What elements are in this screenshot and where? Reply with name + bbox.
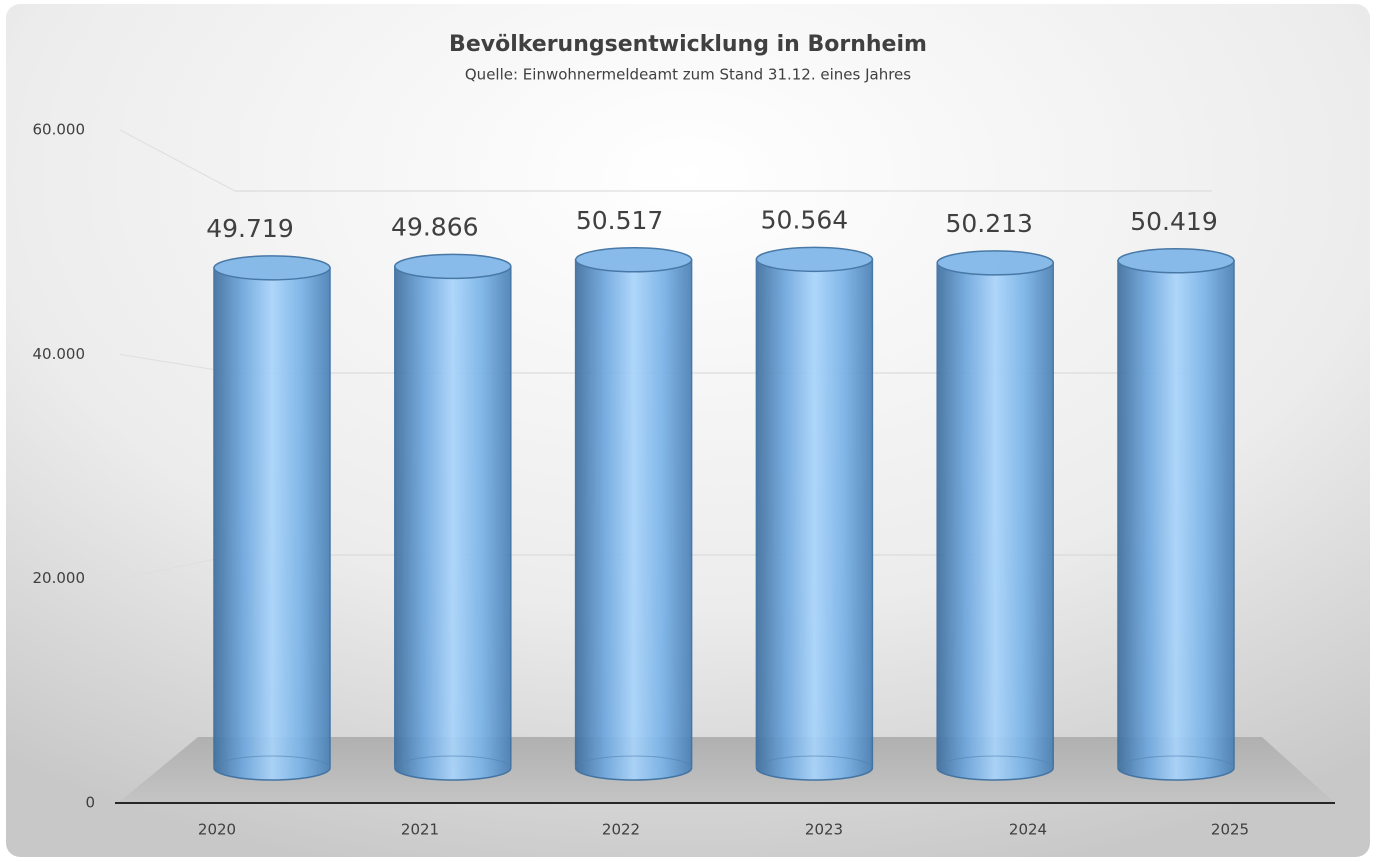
bar-body	[394, 265, 512, 781]
bar-base-back	[575, 755, 693, 769]
data-label: 50.419	[1130, 207, 1217, 236]
chart-title: Bevölkerungsentwicklung in Bornheim	[449, 32, 927, 57]
bar	[574, 247, 693, 781]
bar-base-back	[936, 755, 1054, 769]
bar-top	[213, 255, 331, 281]
grid-line-side	[119, 129, 236, 192]
bar	[755, 246, 874, 781]
data-label: 49.719	[206, 214, 293, 243]
bar-body	[213, 267, 331, 781]
bar-top	[394, 253, 512, 280]
x-tick-label: 2022	[602, 821, 640, 839]
bar-top	[1117, 248, 1235, 274]
bar-base-back	[755, 755, 873, 769]
bar-body	[755, 258, 874, 781]
y-tick-label: 40.000	[33, 345, 86, 363]
bar	[936, 250, 1054, 781]
x-tick-label: 2020	[198, 821, 236, 839]
y-tick-label: 20.000	[33, 569, 86, 587]
chart-subtitle: Quelle: Einwohnermeldeamt zum Stand 31.1…	[465, 66, 911, 84]
bar	[394, 253, 512, 781]
x-tick-label: 2025	[1211, 821, 1249, 839]
x-tick-label: 2021	[401, 821, 439, 839]
y-tick-label: 0	[85, 794, 95, 812]
data-label: 50.213	[945, 209, 1032, 238]
bar	[213, 255, 331, 781]
bar-top	[936, 250, 1054, 276]
data-label: 50.564	[761, 205, 848, 234]
bar-base-back	[394, 755, 512, 769]
bar-base-back	[1117, 755, 1235, 769]
x-tick-label: 2023	[805, 821, 843, 839]
bar-top	[574, 247, 693, 273]
data-label: 49.866	[391, 212, 478, 241]
bar	[1117, 248, 1235, 781]
bar-base-back	[213, 755, 331, 769]
bar-body	[1117, 260, 1235, 781]
x-tick-label: 2024	[1009, 821, 1047, 839]
y-tick-label: 60.000	[33, 121, 86, 139]
bar-body	[574, 259, 693, 781]
bar-top	[755, 246, 874, 273]
bar-body	[936, 262, 1054, 781]
data-label: 50.517	[576, 206, 663, 235]
